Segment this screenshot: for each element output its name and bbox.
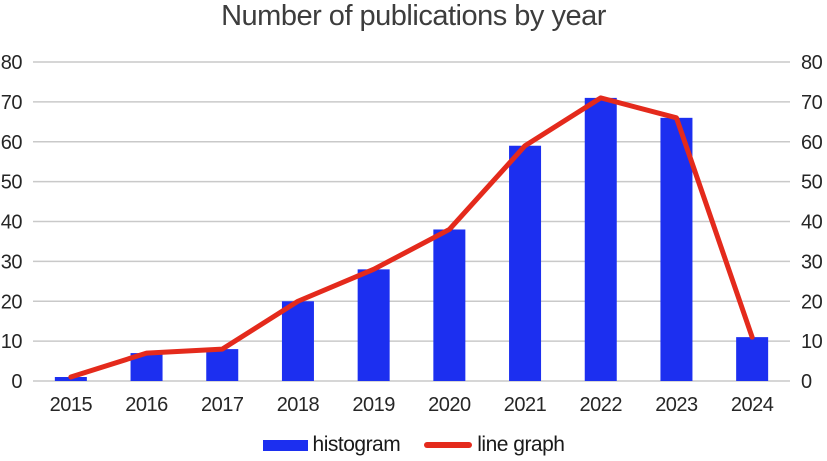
y-axis-tick-label-right: 50 [801, 172, 823, 194]
x-axis-tick-label: 2016 [125, 394, 168, 416]
x-axis-tick-label: 2019 [352, 394, 395, 416]
x-axis-tick-label: 2021 [504, 394, 547, 416]
y-axis-tick-label-left: 50 [1, 172, 23, 194]
chart-title: Number of publications by year [221, 0, 606, 32]
line-graph-swatch-icon [424, 442, 473, 448]
y-axis-tick-label-right: 0 [801, 371, 812, 393]
y-axis-tick-label-left: 0 [11, 371, 22, 393]
y-axis-tick-label-left: 80 [1, 52, 23, 74]
y-axis-tick-label-right: 10 [801, 331, 823, 353]
bar-2022 [584, 97, 617, 381]
legend-label-line-graph: line graph [477, 433, 565, 456]
y-axis-tick-label-left: 10 [1, 331, 23, 353]
bar-2018 [281, 301, 314, 381]
x-axis-tick-label: 2018 [277, 394, 320, 416]
y-axis-tick-label-right: 20 [801, 291, 823, 313]
bar-2023 [660, 117, 693, 381]
x-axis-tick-label: 2023 [655, 394, 698, 416]
y-axis-tick-label-right: 80 [801, 52, 823, 74]
histogram-swatch-icon [262, 439, 308, 451]
bar-2024 [736, 337, 769, 381]
x-axis-tick-label: 2024 [731, 394, 774, 416]
legend-label-histogram: histogram [312, 433, 401, 456]
y-axis-tick-label-left: 70 [1, 92, 23, 114]
x-axis-tick-label: 2020 [428, 394, 471, 416]
bar-2021 [509, 145, 542, 381]
line-graph-path [68, 95, 755, 380]
x-axis-tick-label: 2015 [50, 394, 93, 416]
y-axis-tick-label-right: 60 [801, 132, 823, 154]
legend-item-histogram: histogram [262, 433, 401, 457]
y-axis-tick-label-left: 40 [1, 212, 23, 234]
y-axis-tick-label-left: 20 [1, 291, 23, 313]
y-axis-tick-label-left: 30 [1, 251, 23, 273]
x-axis-tick-label: 2022 [580, 394, 623, 416]
legend: histogram line graph [0, 433, 827, 457]
bar-2019 [357, 269, 390, 381]
y-axis-tick-label-left: 60 [1, 132, 23, 154]
x-axis-tick-label: 2017 [201, 394, 244, 416]
legend-item-line-graph: line graph [424, 433, 565, 457]
y-axis-tick-label-right: 70 [801, 92, 823, 114]
y-axis-tick-label-right: 40 [801, 212, 823, 234]
y-axis-tick-label-right: 30 [801, 251, 823, 273]
bar-2017 [206, 349, 239, 381]
bar-2020 [433, 229, 466, 381]
